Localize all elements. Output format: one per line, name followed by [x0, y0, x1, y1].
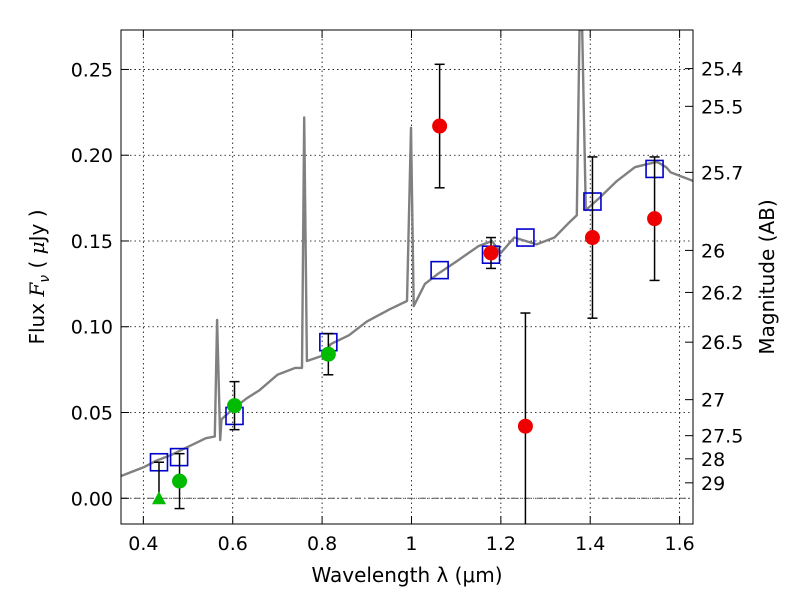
y-tick-label: 0.10 [71, 317, 113, 339]
y2-tick-label: 25.4 [701, 59, 743, 81]
x-tick-label: 1.2 [486, 533, 516, 555]
observed-point [584, 230, 600, 246]
y-axis-label: Flux Fν ( μJy ) [25, 209, 53, 344]
observed-point [483, 245, 499, 261]
x-tick-label: 1.6 [664, 533, 694, 555]
model-square [516, 228, 535, 247]
observed-point [227, 398, 243, 414]
y2-tick-label: 26 [701, 240, 725, 262]
y-tick-label: 0.25 [71, 59, 113, 81]
y-tick-label: 0.00 [71, 488, 113, 510]
y2-tick-label: 25.5 [701, 96, 743, 118]
x-tick-label: 0.4 [128, 533, 158, 555]
y-axis-label-unit-open: ( [25, 254, 49, 275]
y2-tick-label: 26.2 [701, 282, 743, 304]
x-tick-label: 0.8 [307, 533, 337, 555]
y-axis-label-mu: μ [25, 241, 49, 254]
model-square [430, 260, 449, 280]
data-layer [121, 30, 693, 524]
y2-tick-label: 29 [701, 473, 725, 495]
spectrum-line [121, 30, 693, 478]
x-tick-label: 0.6 [218, 533, 248, 555]
y2-tick-label: 25.7 [701, 162, 743, 184]
y-axis-label-symbol: F [25, 282, 49, 298]
y-axis-label-unit-close: Jy ) [25, 209, 49, 243]
y-axis-label-main: Flux [25, 297, 49, 345]
tick-layer: 0.4 0.6 0.8 1 1.2 1.4 1.6 0.00 0.05 0.10 0.15 0.20 0… [71, 30, 743, 555]
y2-tick-label: 28 [701, 449, 725, 471]
x-tick-label: 1 [405, 533, 417, 555]
x-axis-label: Wavelength λ (μm) [311, 563, 502, 587]
observed-point [432, 118, 448, 134]
observed-point [172, 473, 188, 489]
y-tick-label: 0.15 [71, 231, 113, 253]
observed-point [647, 211, 663, 227]
observed-point [320, 346, 336, 362]
y2-tick-label: 27 [701, 390, 725, 412]
y-axis-label-subscript: ν [37, 275, 53, 283]
upper-limit-triangle [151, 491, 166, 505]
observed-point [517, 418, 533, 434]
y-tick-label: 0.05 [71, 403, 113, 425]
y-tick-label: 0.20 [71, 145, 113, 167]
y2-tick-label: 26.5 [701, 332, 743, 354]
y2-tick-label: 27.5 [701, 426, 743, 448]
x-tick-label: 1.4 [575, 533, 605, 555]
y2-axis-label: Magnitude (AB) [755, 199, 779, 354]
plot-frame [120, 29, 694, 525]
